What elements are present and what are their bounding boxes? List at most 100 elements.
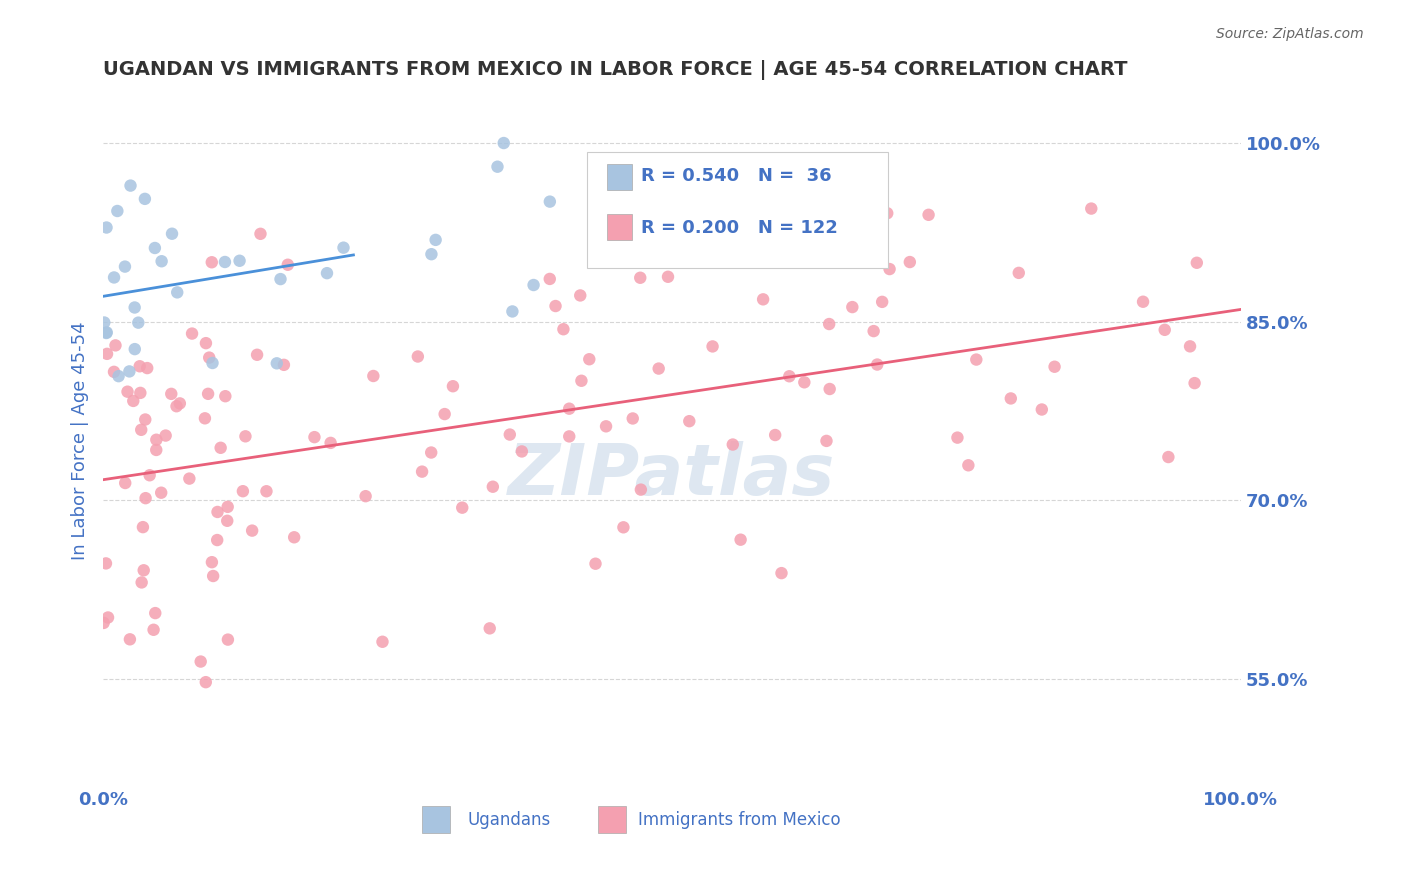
Point	[107, 369, 129, 384]
Point	[214, 255, 236, 269]
Point	[595, 419, 617, 434]
Point	[134, 192, 156, 206]
Point	[578, 352, 600, 367]
Point	[256, 484, 278, 499]
Point	[482, 480, 505, 494]
Point	[420, 445, 443, 459]
Point	[1185, 256, 1208, 270]
Point	[129, 423, 152, 437]
Point	[270, 272, 292, 286]
Point	[134, 412, 156, 426]
Text: Ugandans: Ugandans	[467, 811, 550, 830]
Point	[124, 301, 146, 315]
Point	[205, 533, 228, 547]
Point	[965, 352, 987, 367]
Point	[1178, 339, 1201, 353]
Point	[866, 358, 889, 372]
Point	[94, 557, 117, 571]
Point	[138, 468, 160, 483]
Point	[763, 428, 786, 442]
Text: R = 0.200   N = 122: R = 0.200 N = 122	[641, 219, 838, 237]
Point	[371, 634, 394, 648]
Point	[363, 369, 385, 384]
Point	[132, 563, 155, 577]
Point	[194, 411, 217, 425]
Point	[499, 427, 522, 442]
Point	[96, 347, 118, 361]
Point	[150, 254, 173, 268]
FancyBboxPatch shape	[586, 152, 889, 268]
Point	[628, 270, 651, 285]
Point	[433, 407, 456, 421]
Point	[143, 606, 166, 620]
Point	[675, 252, 697, 266]
Point	[1153, 323, 1175, 337]
Point	[316, 266, 339, 280]
Point	[194, 336, 217, 351]
Point	[118, 364, 141, 378]
Point	[862, 324, 884, 338]
Point	[441, 379, 464, 393]
Point	[898, 255, 921, 269]
Point	[96, 220, 118, 235]
Point	[553, 322, 575, 336]
Point	[569, 288, 592, 302]
Point	[179, 472, 201, 486]
Point	[510, 444, 533, 458]
Point	[127, 316, 149, 330]
Point	[155, 428, 177, 442]
Point	[522, 278, 544, 293]
Point	[1000, 392, 1022, 406]
Point	[815, 434, 838, 448]
Point	[160, 387, 183, 401]
FancyBboxPatch shape	[607, 214, 633, 240]
Point	[217, 632, 239, 647]
Point	[1043, 359, 1066, 374]
Point	[538, 272, 561, 286]
Point	[621, 411, 644, 425]
Point	[612, 520, 634, 534]
Point	[169, 396, 191, 410]
FancyBboxPatch shape	[422, 806, 450, 832]
Point	[201, 555, 224, 569]
Point	[319, 436, 342, 450]
Point	[96, 326, 118, 340]
Point	[752, 293, 775, 307]
Point	[283, 530, 305, 544]
Point	[114, 260, 136, 274]
Point	[304, 430, 326, 444]
Point	[1184, 376, 1206, 391]
Point	[128, 359, 150, 374]
Point	[277, 258, 299, 272]
FancyBboxPatch shape	[598, 806, 627, 832]
Point	[406, 350, 429, 364]
Point	[544, 299, 567, 313]
Point	[105, 204, 128, 219]
Point	[1132, 294, 1154, 309]
Point	[235, 429, 257, 443]
Point	[411, 465, 433, 479]
Point	[103, 270, 125, 285]
Point	[198, 351, 221, 365]
Point	[478, 621, 501, 635]
Point	[678, 414, 700, 428]
Text: Immigrants from Mexico: Immigrants from Mexico	[638, 811, 841, 830]
Point	[228, 253, 250, 268]
Point	[876, 206, 898, 220]
Point	[1080, 202, 1102, 216]
Point	[669, 158, 692, 172]
Point	[492, 136, 515, 150]
Point	[197, 387, 219, 401]
Point	[136, 361, 159, 376]
Point	[240, 524, 263, 538]
Point	[879, 262, 901, 277]
Point	[190, 655, 212, 669]
Point	[702, 339, 724, 353]
Point	[207, 505, 229, 519]
Point	[202, 569, 225, 583]
Point	[558, 429, 581, 443]
Point	[870, 294, 893, 309]
Point	[657, 269, 679, 284]
Point	[217, 500, 239, 514]
Point	[117, 384, 139, 399]
